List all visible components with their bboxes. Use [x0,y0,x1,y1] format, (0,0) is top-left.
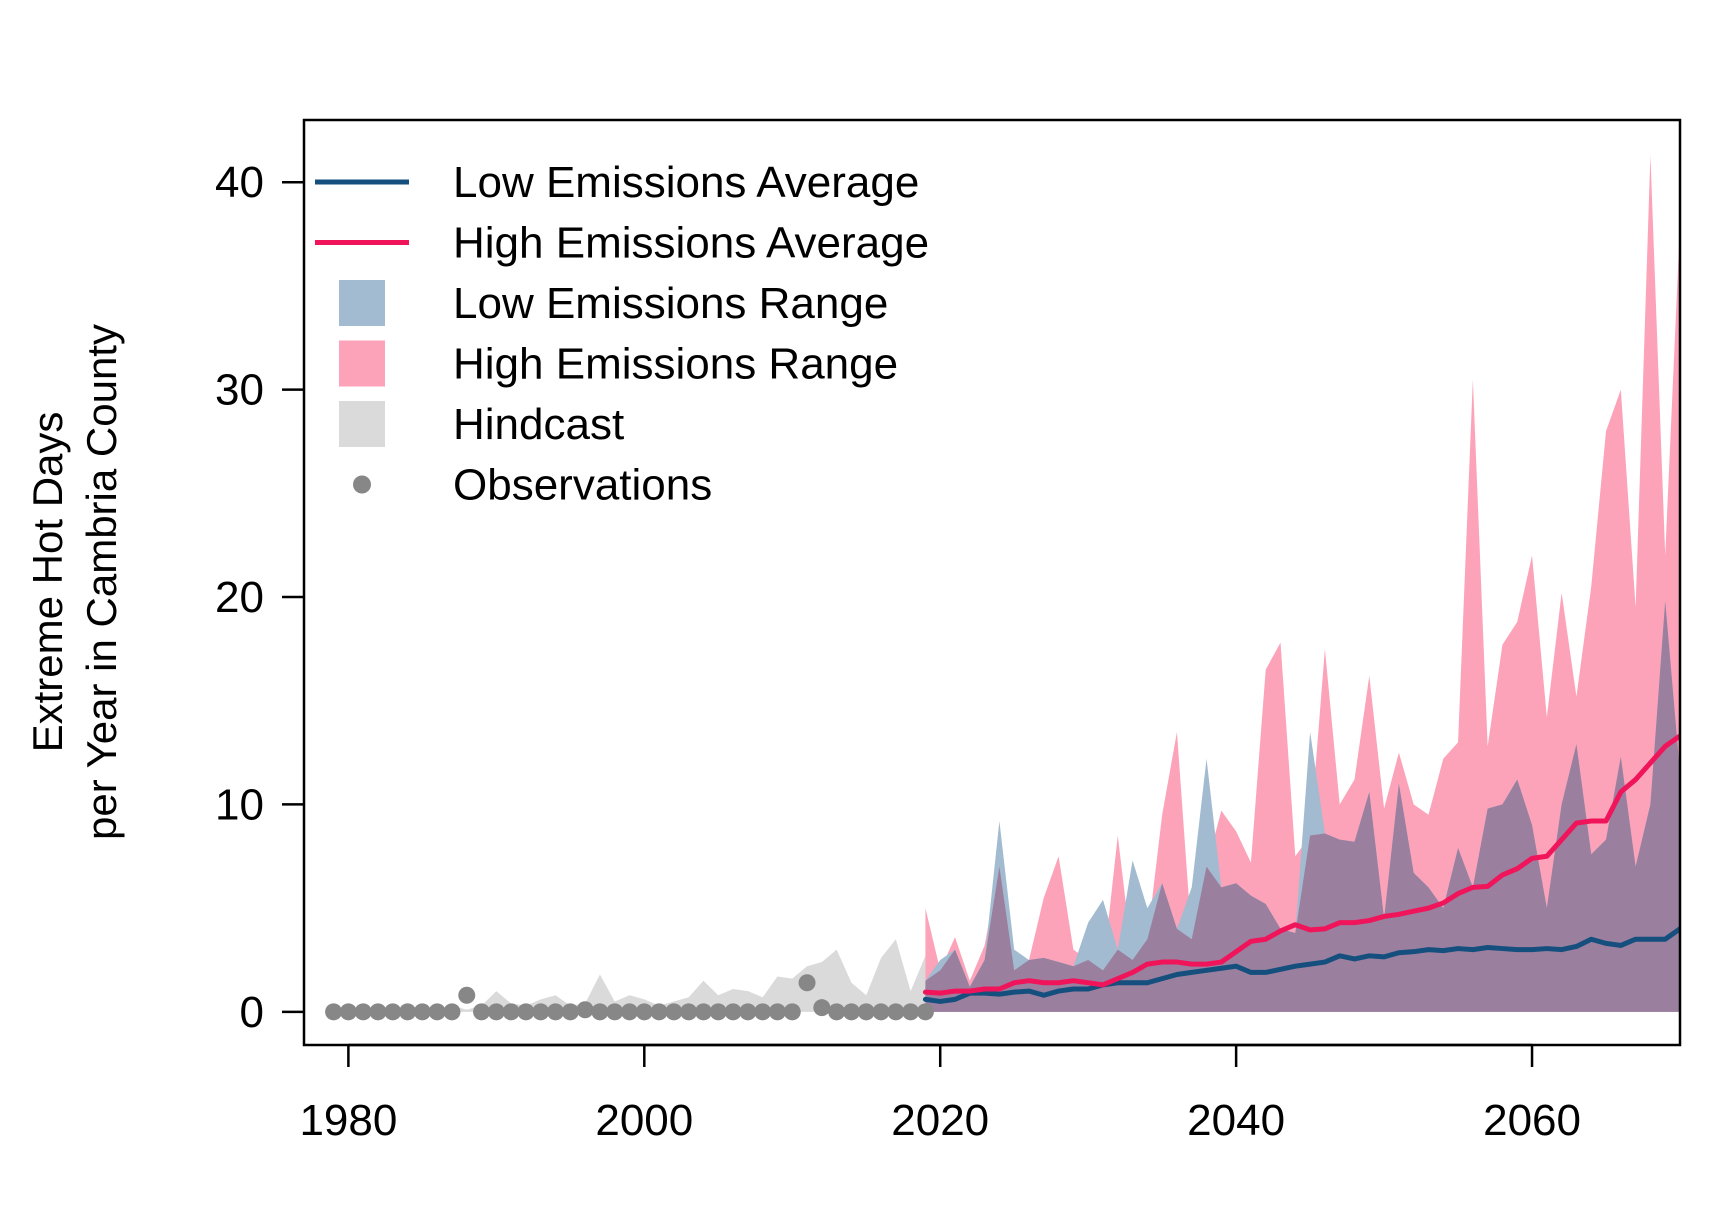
y-tick-label: 30 [215,366,264,415]
legend-swatch-box [339,280,385,326]
observation-point [754,1003,772,1021]
observation-point [621,1003,639,1021]
observation-point [857,1003,875,1021]
observation-point [724,1003,742,1021]
observation-point [665,1003,683,1021]
observation-point [872,1003,890,1021]
x-tick-label: 2060 [1483,1096,1581,1145]
x-axis: 1980 2000 2020 2040 2060 [299,1043,1581,1145]
observation-point [354,1003,372,1021]
legend-item-low-emissions-average: Low Emissions Average [315,158,919,207]
hindcast-band [333,939,926,1012]
observation-point [325,1003,343,1021]
observation-point [339,1003,357,1021]
legend-label: Observations [453,461,712,510]
observation-point [576,1001,594,1019]
legend-label: Low Emissions Average [453,158,919,207]
high-emissions-range-band [925,155,1680,1012]
y-axis-title-line-1: Extreme Hot Days [24,412,71,753]
observation-point [517,1003,535,1021]
x-tick-label: 1980 [299,1096,397,1145]
observation-point [547,1003,565,1021]
y-axis-title-line-2: per Year in Cambria County [78,324,125,840]
observation-point [842,1003,860,1021]
high-emissions-average-line [922,733,1680,996]
x-tick-label: 2000 [595,1096,693,1145]
legend-item-observations: Observations [353,461,712,510]
legend-label: Hindcast [453,400,624,449]
observation-point [384,1003,402,1021]
legend-item-hindcast: Hindcast [339,400,624,449]
observation-point [813,999,831,1017]
observation-point [783,1003,801,1021]
plot-area [325,155,1680,1021]
observation-point [768,1003,786,1021]
observation-point [413,1003,431,1021]
y-tick-label: 40 [215,158,264,207]
observation-point [635,1003,653,1021]
legend-label: Low Emissions Range [453,279,888,328]
observation-point [443,1003,461,1021]
legend-item-low-emissions-range: Low Emissions Range [339,279,888,328]
observation-point [828,1003,846,1021]
observation-point [591,1003,609,1021]
observation-point [502,1003,520,1021]
x-tick-label: 2020 [891,1096,989,1145]
y-axis-title: Extreme Hot Days per Year in Cambria Cou… [24,324,125,840]
observation-point [606,1003,624,1021]
observation-point [532,1003,550,1021]
observation-point [428,1003,446,1021]
observation-point [694,1003,712,1021]
legend-swatch-box [339,401,385,447]
observation-point [916,1003,934,1021]
legend-swatch-point [353,475,371,494]
observation-point [902,1003,920,1021]
observation-point [739,1003,757,1021]
legend: Low Emissions Average High Emissions Aver… [315,158,929,510]
y-tick-label: 20 [215,573,264,622]
observation-point [473,1003,491,1021]
y-tick-label: 0 [240,988,264,1037]
legend-label: High Emissions Range [453,340,898,389]
observation-point [399,1003,417,1021]
observation-point [487,1003,505,1021]
legend-swatch-box [339,340,385,387]
low-emissions-average-line [922,926,1680,1004]
legend-label: High Emissions Average [453,219,929,268]
observation-point [887,1003,905,1021]
range-overlap-band [925,601,1680,1012]
x-tick-label: 2040 [1187,1096,1285,1145]
observation-point [561,1003,579,1021]
observation-point [680,1003,698,1021]
legend-item-high-emissions-average: High Emissions Average [315,219,929,268]
observation-point [709,1003,727,1021]
observation-point [650,1003,668,1021]
observation-point [369,1003,387,1021]
y-tick-label: 10 [215,780,264,829]
y-axis: 0 10 20 30 40 [215,158,304,1037]
observation-point [458,986,476,1004]
observation-point [798,974,816,992]
legend-item-high-emissions-range: High Emissions Range [339,340,898,389]
